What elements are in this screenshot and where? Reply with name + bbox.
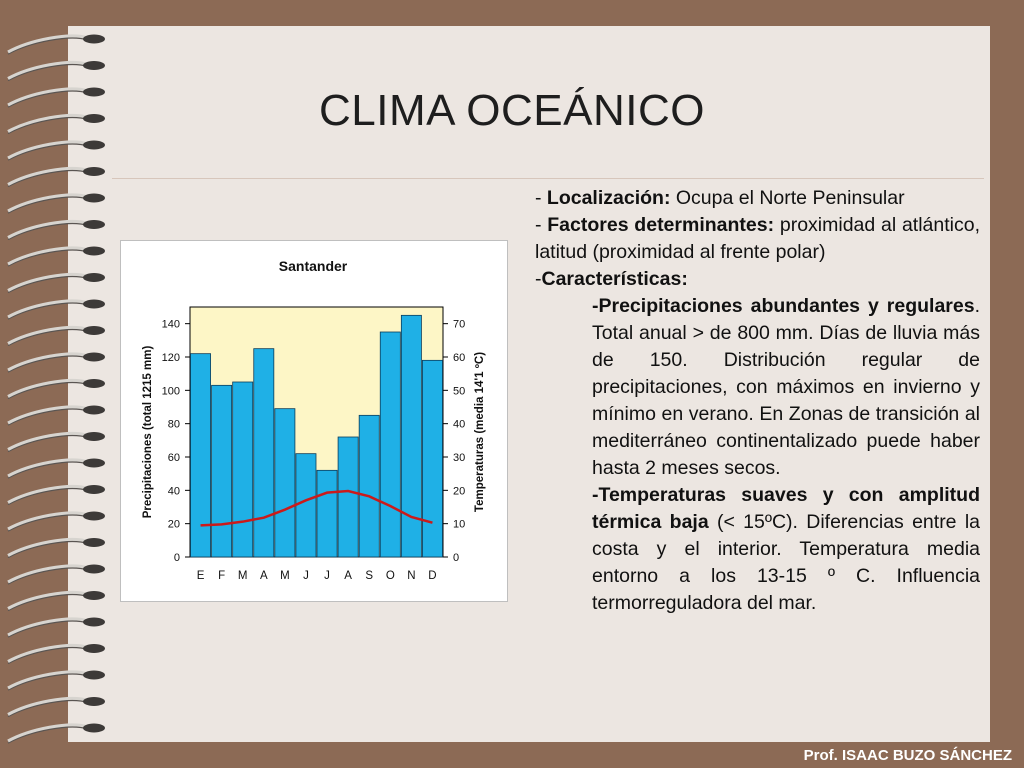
precip-bar (190, 353, 211, 558)
y-tick-label: 140 (162, 319, 180, 331)
spiral-ring (7, 140, 105, 161)
precip-bar (316, 469, 338, 558)
climate-chart: Santander 0 20 40 60 80 100 120 140 0 10 20 30 40 50… (120, 240, 508, 602)
y2-tick-label: 30 (453, 452, 465, 464)
x-tick-label: A (260, 570, 268, 582)
page-title: CLIMA OCEÁNICO (319, 86, 705, 135)
precip-bar (358, 414, 380, 558)
x-tick-label: D (428, 570, 436, 582)
y-tick-label: 100 (162, 385, 180, 397)
y-axis-label: Precipitaciones (total 1215 mm) (142, 346, 154, 519)
spiral-ring (7, 405, 105, 426)
precip-bar (422, 359, 443, 558)
localizacion-item: - Localización: Ocupa el Norte Peninsula… (535, 187, 905, 209)
x-tick-label: J (303, 570, 309, 582)
precip-bar (253, 348, 275, 558)
plot-area (189, 306, 444, 558)
spiral-ring (7, 34, 105, 55)
spiral-ring (7, 723, 105, 744)
spiral-ring (7, 432, 105, 453)
temperaturas-label: -Temperaturas suaves y con amplitud térm… (592, 484, 980, 533)
spiral-ring (7, 273, 105, 294)
x-tick-label: M (280, 570, 290, 582)
climate-chart-svg: Santander 0 20 40 60 80 100 120 140 0 10 20 30 40 50… (142, 258, 486, 582)
y-tick-label: 40 (168, 485, 180, 497)
x-tick-label: S (365, 570, 373, 582)
spiral-ring (7, 114, 105, 135)
caracteristicas-item: -Características: (535, 268, 688, 290)
y-tick-label: 60 (168, 452, 180, 464)
spiral-ring (7, 167, 105, 188)
spiral-ring (7, 193, 105, 214)
spiral-ring (7, 458, 105, 479)
precip-bar (211, 384, 233, 558)
y2-tick-label: 70 (453, 319, 465, 331)
y2-tick-label: 60 (453, 352, 465, 364)
temperaturas-item: -Temperaturas suaves y con amplitud térm… (535, 482, 980, 617)
precip-bar (379, 331, 401, 558)
localizacion-label: Localización: (546, 187, 671, 209)
precip-bar (295, 453, 317, 558)
y2-tick-label: 40 (453, 419, 465, 431)
y-tick-label: 80 (168, 419, 180, 431)
spiral-ring (7, 220, 105, 241)
localizacion-text: Ocupa el Norte Peninsular (675, 187, 905, 209)
factores-text: proximidad al atlántico, latitud (proxim… (535, 214, 980, 263)
spiral-ring (7, 670, 105, 691)
x-tick-label: O (386, 570, 395, 582)
factores-label: Factores determinantes: (547, 214, 775, 236)
spiral-ring (7, 564, 105, 585)
y-tick-label: 120 (162, 352, 180, 364)
content-text: - Localización: Ocupa el Norte Peninsula… (535, 185, 980, 617)
temperaturas-text: (< 15ºC). Diferencias entre la costa y e… (592, 511, 980, 614)
temperature-line (200, 489, 433, 527)
spiral-ring (7, 87, 105, 108)
precipitaciones-item: -Precipitaciones abundantes y regulares.… (535, 293, 980, 482)
precip-bar (400, 314, 422, 558)
x-tick-label: N (407, 570, 415, 582)
spiral-binding (7, 34, 105, 744)
precipitaciones-text: . Total anual > de 800 mm. Días de lluvi… (592, 295, 980, 479)
spiral-ring (7, 591, 105, 612)
title-divider (112, 178, 984, 179)
y2-axis-label: Temperaturas (media 14'1 ºC) (474, 352, 486, 512)
y-tick-label: 20 (168, 519, 180, 531)
x-tick-label: E (197, 570, 205, 582)
spiral-ring (7, 485, 105, 506)
author-footer: Prof. ISAAC BUZO SÁNCHEZ (803, 747, 1012, 764)
spiral-ring (7, 299, 105, 320)
x-tick-label: A (344, 570, 352, 582)
factores-item: - Factores determinantes: proximidad al … (535, 214, 980, 263)
x-tick-label: F (218, 570, 225, 582)
spiral-ring (7, 511, 105, 532)
x-tick-label: J (324, 570, 330, 582)
precip-bar (232, 381, 254, 558)
precip-bar (337, 436, 359, 558)
spiral-ring (7, 246, 105, 267)
spiral-ring (7, 697, 105, 718)
y2-tick-label: 20 (453, 485, 465, 497)
y2-tick-label: 50 (453, 385, 465, 397)
precipitaciones-label: -Precipitaciones abundantes y regulares (592, 295, 975, 317)
chart-title: Santander (279, 258, 348, 274)
spiral-ring (7, 379, 105, 400)
spiral-ring (7, 326, 105, 347)
y-tick-label: 0 (174, 552, 180, 564)
y2-tick-label: 10 (453, 519, 465, 531)
spiral-ring (7, 538, 105, 559)
y2-tick-label: 0 (453, 552, 459, 564)
precip-bar (274, 408, 296, 558)
spiral-ring (7, 644, 105, 665)
spiral-ring (7, 352, 105, 373)
spiral-ring (7, 61, 105, 82)
spiral-ring (7, 617, 105, 638)
x-tick-label: M (238, 570, 248, 582)
caracteristicas-label: Características: (541, 268, 688, 290)
